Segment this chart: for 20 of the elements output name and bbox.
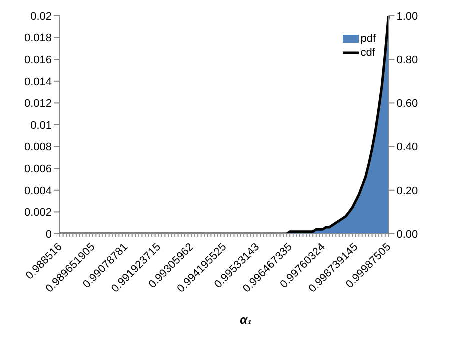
y-tick-label: 0.018 [24, 32, 52, 45]
x-axis-title: α₁ [240, 313, 252, 327]
y-tick-label: 0.002 [24, 207, 52, 220]
y-tick-label: 0.004 [24, 185, 52, 198]
y2-tick-label: 0.60 [396, 98, 418, 110]
y2-tick-label: 1.00 [396, 10, 418, 23]
y-tick-label: 0.012 [24, 98, 52, 110]
y-tick-label: 0 [46, 228, 52, 241]
y-tick-label: 0.014 [24, 76, 52, 88]
y2-tick-label: 0.00 [396, 228, 418, 241]
y-tick-label: 0.02 [30, 10, 52, 23]
y2-tick-label: 0.20 [396, 185, 418, 198]
legend-label: cdf [360, 46, 376, 60]
y2-tick-label: 0.40 [396, 142, 418, 154]
legend-label: pdf [360, 32, 376, 46]
y-tick-label: 0.008 [24, 142, 52, 154]
y-tick-label: 0.016 [24, 54, 52, 67]
y-tick-label: 0.006 [24, 164, 52, 176]
y-tick-label: 0.01 [30, 120, 52, 132]
y2-tick-label: 0.80 [396, 54, 418, 67]
